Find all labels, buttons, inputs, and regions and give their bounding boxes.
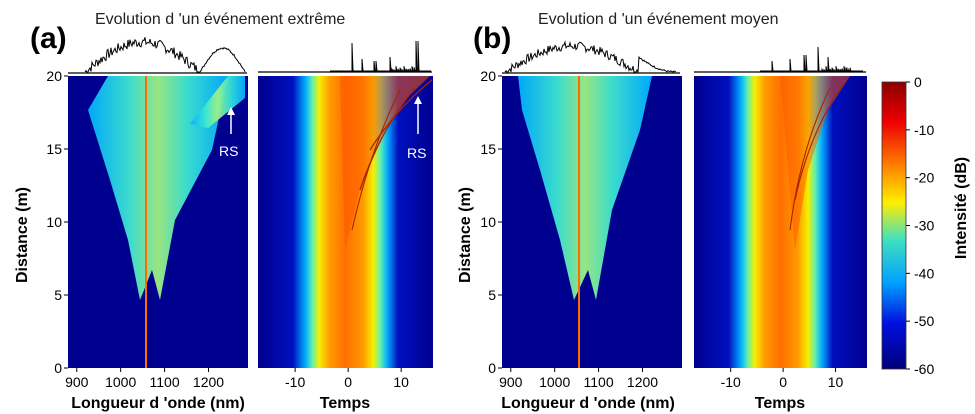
y-tick-label: 5 bbox=[54, 287, 62, 303]
panel-a-temporal-heatmap: RS bbox=[258, 76, 433, 368]
x-tick-label: 10 bbox=[828, 374, 844, 390]
spectral-profile-curve bbox=[504, 40, 677, 74]
y-axis-title-b: Distance (m) bbox=[457, 187, 474, 283]
rs-arrowhead-a-spectral bbox=[227, 107, 235, 115]
y-tick-label: 5 bbox=[488, 287, 496, 303]
x-tick-label: 1200 bbox=[627, 374, 658, 390]
panel-b-label: (b) bbox=[473, 22, 511, 55]
temporal-background bbox=[694, 76, 867, 368]
panel-a-spectral-profile bbox=[68, 37, 247, 74]
panel-a-spectral-heatmap: RS bbox=[68, 76, 248, 368]
colorbar-tick-label: -60 bbox=[914, 361, 934, 377]
y-tick-label: 20 bbox=[46, 68, 62, 84]
colorbar: 0 -10 -20 -30 -40 -50 -60 Intensité (dB) bbox=[881, 74, 970, 377]
x-ticks-a-temporal: -10 0 10 bbox=[285, 368, 409, 390]
y-tick-label: 0 bbox=[54, 360, 62, 376]
panel-b: (b) Evolution d 'un événement moyen Dist… bbox=[457, 11, 867, 412]
rs-label-a-temporal: RS bbox=[407, 145, 426, 161]
y-ticks-a: 0 5 10 15 20 bbox=[46, 68, 68, 376]
x-axis-title-b-spectral: Longueur d 'onde (nm) bbox=[501, 395, 675, 412]
x-tick-label: 1100 bbox=[150, 374, 180, 390]
temporal-profile-peaks bbox=[330, 40, 431, 72]
rs-arrowhead-a-temporal bbox=[414, 96, 422, 104]
y-tick-label: 15 bbox=[480, 141, 496, 157]
x-tick-label: 10 bbox=[393, 374, 409, 390]
raman-soliton-branch bbox=[190, 76, 245, 128]
y-tick-label: 15 bbox=[46, 141, 62, 157]
x-ticks-a-spectral: 900 1000 1100 1200 bbox=[65, 368, 224, 390]
y-tick-label: 20 bbox=[480, 68, 496, 84]
x-axis-title-a-spectral: Longueur d 'onde (nm) bbox=[71, 395, 245, 412]
x-tick-label: -10 bbox=[721, 374, 741, 390]
x-tick-label: 1200 bbox=[193, 374, 224, 390]
x-tick-label: 0 bbox=[344, 374, 352, 390]
panel-a-temporal-profile bbox=[258, 40, 432, 73]
y-axis-title-a: Distance (m) bbox=[14, 187, 31, 283]
temporal-soliton-fan bbox=[770, 76, 850, 250]
x-ticks-b-temporal: -10 0 10 bbox=[721, 368, 844, 390]
colorbar-gradient bbox=[881, 81, 907, 370]
colorbar-tick-label: -40 bbox=[914, 265, 934, 281]
temporal-profile-peaks bbox=[760, 46, 863, 72]
colorbar-tick-label: -30 bbox=[914, 218, 934, 234]
rs-label-a-spectral: RS bbox=[219, 143, 238, 159]
colorbar-ticks: 0 -10 -20 -30 -40 -50 -60 bbox=[906, 74, 934, 377]
y-ticks-b: 0 5 10 15 20 bbox=[480, 68, 502, 376]
spectral-broadening bbox=[518, 76, 652, 300]
soliton-trajectory-1 bbox=[794, 81, 846, 201]
colorbar-label: Intensité (dB) bbox=[953, 157, 970, 259]
spectral-profile-curve bbox=[84, 37, 246, 73]
soliton-trajectory-1 bbox=[369, 79, 433, 151]
soliton-trajectory-3 bbox=[351, 89, 401, 231]
colorbar-tick-label: 0 bbox=[914, 74, 922, 90]
x-tick-label: 900 bbox=[65, 374, 89, 390]
panel-b-temporal-profile bbox=[694, 46, 866, 73]
colorbar-tick-label: -10 bbox=[914, 122, 934, 138]
panel-b-spectral-heatmap bbox=[502, 76, 682, 368]
y-tick-label: 10 bbox=[46, 214, 62, 230]
x-tick-label: -10 bbox=[285, 374, 305, 390]
panel-b-spectral-profile bbox=[502, 40, 680, 74]
colorbar-tick-label: -50 bbox=[914, 313, 934, 329]
y-tick-label: 10 bbox=[480, 214, 496, 230]
panel-b-title: Evolution d 'un événement moyen bbox=[538, 11, 779, 28]
x-tick-label: 1000 bbox=[539, 374, 570, 390]
x-tick-label: 0 bbox=[779, 374, 787, 390]
soliton-trajectory-2 bbox=[789, 87, 831, 231]
x-tick-label: 1100 bbox=[584, 374, 614, 390]
x-tick-label: 1000 bbox=[105, 374, 136, 390]
colorbar-tick-label: -20 bbox=[914, 170, 934, 186]
panel-b-temporal-heatmap bbox=[694, 76, 867, 368]
y-tick-label: 0 bbox=[488, 360, 496, 376]
x-tick-label: 900 bbox=[499, 374, 523, 390]
panel-a-title: Evolution d 'un événement extrême bbox=[95, 11, 345, 28]
panel-a: (a) Evolution d 'un événement extrême RS bbox=[14, 11, 433, 412]
soliton-trajectory-2 bbox=[359, 87, 416, 191]
spectral-broadening bbox=[88, 76, 228, 300]
panel-a-label: (a) bbox=[30, 22, 67, 55]
temporal-soliton-fan bbox=[340, 76, 430, 250]
x-ticks-b-spectral: 900 1000 1100 1200 bbox=[499, 368, 658, 390]
x-axis-title-b-temporal: Temps bbox=[755, 395, 805, 412]
x-axis-title-a-temporal: Temps bbox=[320, 395, 370, 412]
